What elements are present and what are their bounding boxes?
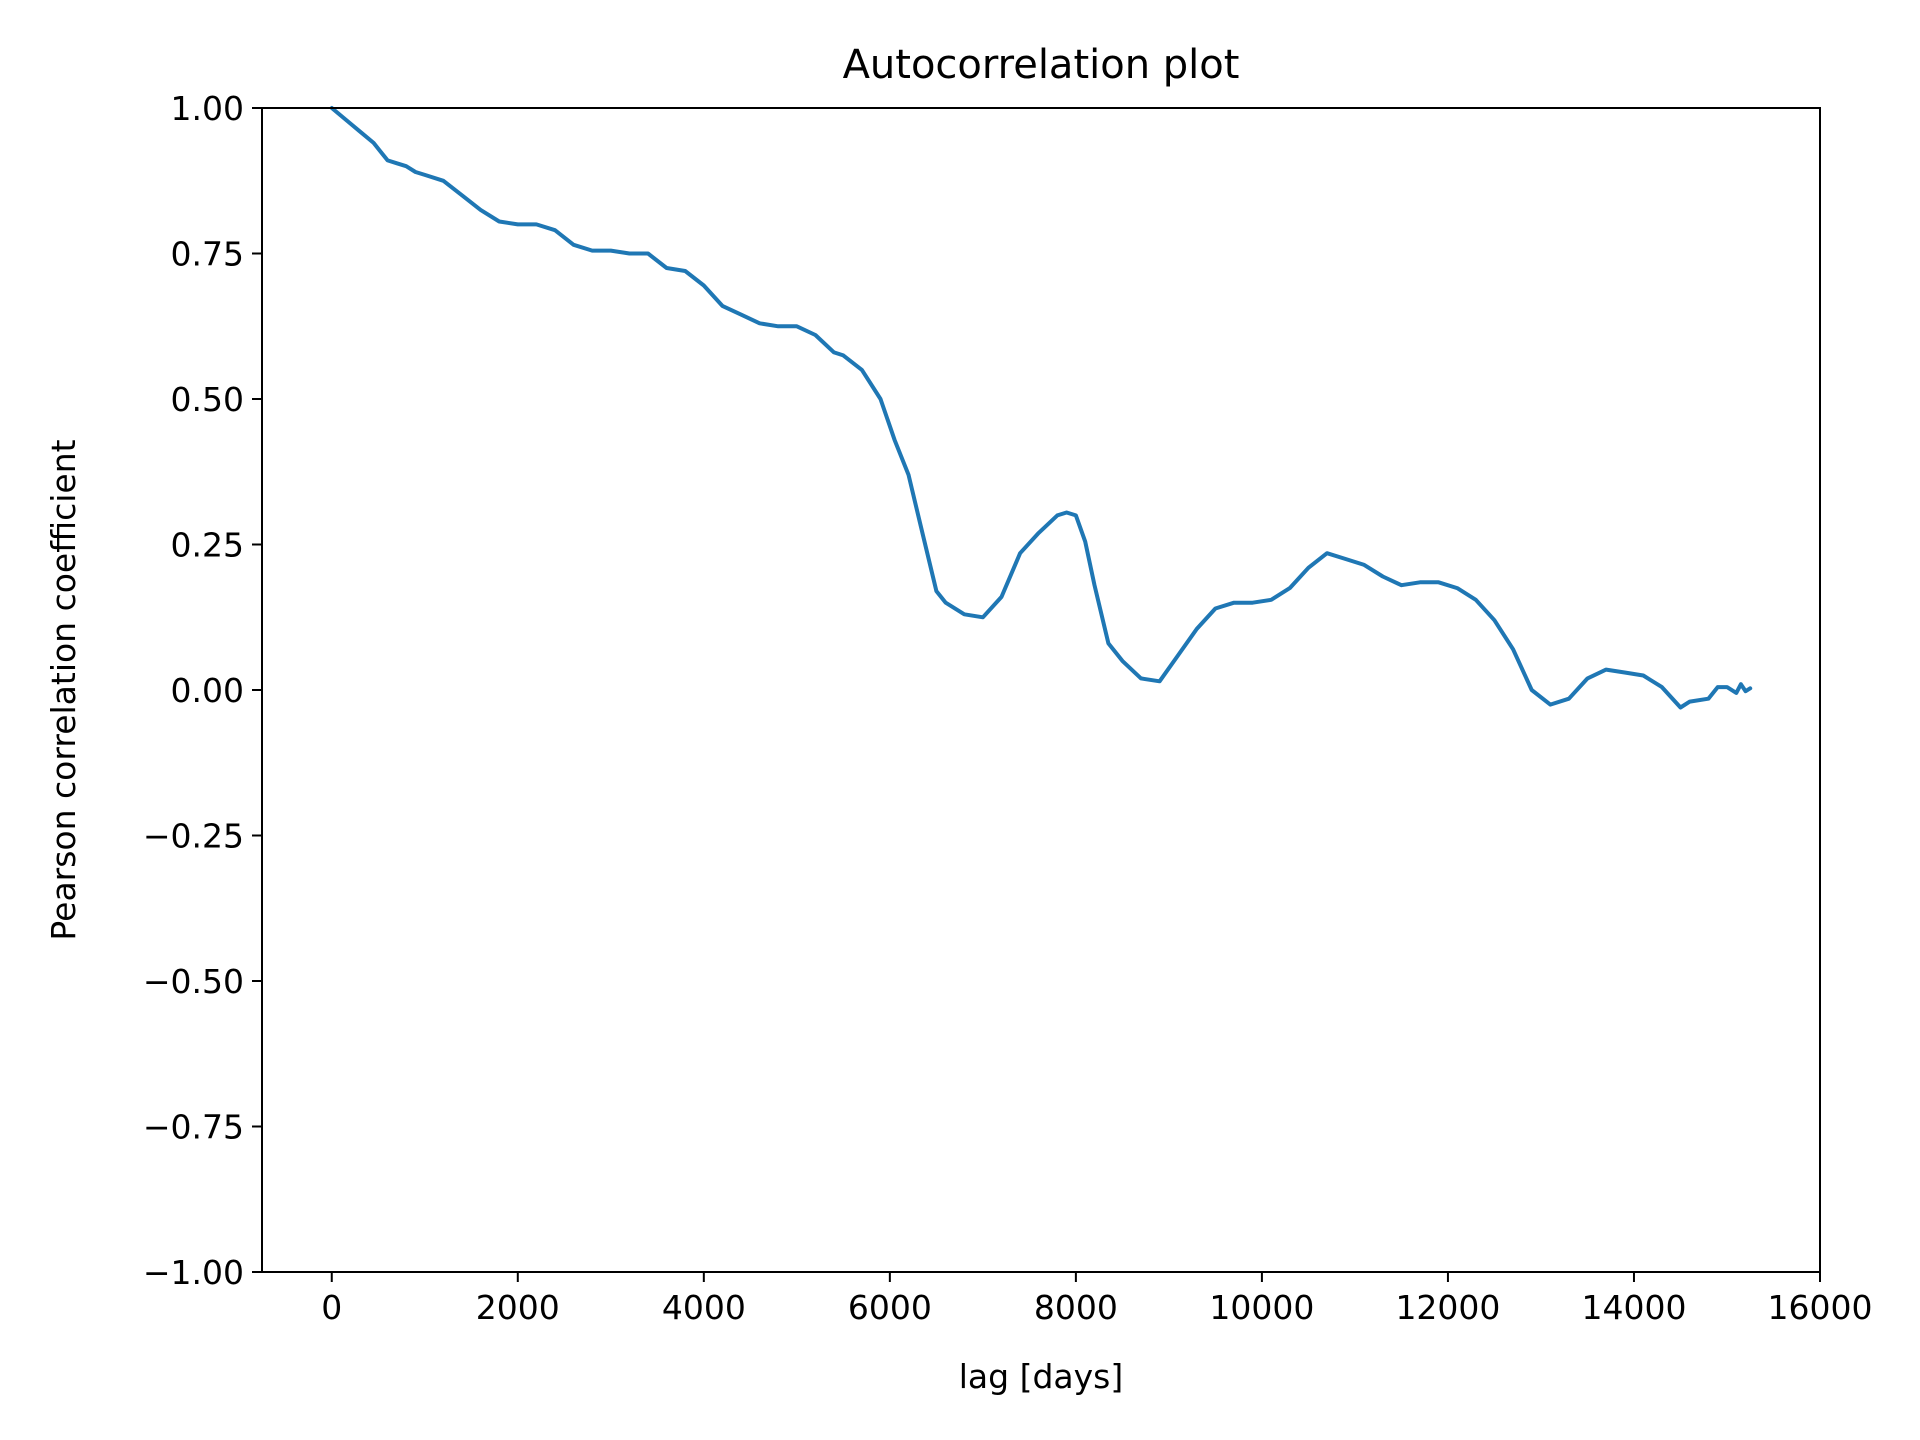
x-tick-label: 10000 — [1209, 1288, 1314, 1327]
y-tick-label: 0.25 — [171, 526, 244, 565]
y-tick-label: 0.50 — [171, 380, 244, 419]
y-tick-label: −0.25 — [143, 817, 244, 856]
plot-frame — [261, 107, 1821, 1273]
x-tick-label: 16000 — [1768, 1288, 1873, 1327]
y-tick-label: 0.75 — [171, 235, 244, 274]
x-tick-label: 4000 — [662, 1288, 746, 1327]
y-tick-label: 0.00 — [171, 671, 244, 710]
x-tick-label: 0 — [321, 1288, 342, 1327]
ticks-layer: 0 2000 4000 6000 8000 10000 12000 14000 16000 −1.… — [143, 89, 1873, 1327]
y-tick-label: 1.00 — [171, 89, 244, 128]
y-tick-label: −0.75 — [143, 1108, 244, 1147]
x-axis-title: lag [days] — [959, 1357, 1123, 1396]
x-tick-label: 14000 — [1581, 1288, 1686, 1327]
x-tick-label: 12000 — [1395, 1288, 1500, 1327]
y-tick-label: −1.00 — [143, 1253, 244, 1292]
y-axis-title: Pearson correlation coefficient — [44, 439, 83, 940]
plot-layer — [329, 106, 1753, 710]
chart-title: Autocorrelation plot — [843, 42, 1240, 88]
x-tick-label: 8000 — [1034, 1288, 1118, 1327]
y-tick-label: −0.50 — [143, 962, 244, 1001]
series-line — [329, 106, 1753, 710]
x-tick-label: 2000 — [476, 1288, 560, 1327]
x-tick-label: 6000 — [848, 1288, 932, 1327]
